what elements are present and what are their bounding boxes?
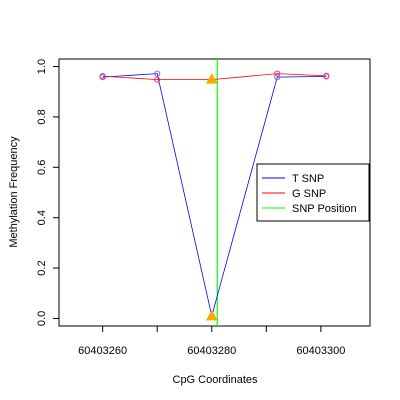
data-point-g-snp (154, 76, 161, 83)
snp-triangle-marker (205, 309, 218, 321)
x-tick-label: 60403280 (187, 345, 236, 357)
data-point-g-snp (323, 72, 330, 79)
data-point-g-snp (99, 73, 106, 80)
x-axis-title: CpG Coordinates (173, 374, 258, 386)
y-axis-title: Methylation Frequency (8, 136, 20, 248)
marker-layer (99, 70, 330, 321)
x-tick-label: 60403300 (296, 345, 345, 357)
y-tick-label: 0.2 (36, 260, 48, 275)
y-tick-label: 1.0 (36, 59, 48, 74)
data-point-t-snp (274, 74, 281, 81)
legend-label-g-snp: G SNP (292, 188, 326, 200)
legend-label-t-snp: T SNP (292, 173, 324, 185)
plot-frame (58, 58, 371, 327)
data-point-g-snp (274, 70, 281, 77)
y-tick-label: 0.0 (36, 311, 48, 326)
snp-triangle-marker (205, 73, 218, 84)
data-point-t-snp (154, 70, 161, 77)
axis-layer: 60403260 60403280 60403300 0.0 0.2 0.4 0.6 0.8 1… (36, 59, 345, 357)
legend-label-snp-position: SNP Position (292, 203, 357, 215)
x-tick-label: 60403260 (78, 345, 127, 357)
y-tick-label: 0.4 (36, 210, 48, 225)
y-tick-label: 0.6 (36, 160, 48, 175)
legend: T SNP G SNP SNP Position (256, 163, 370, 222)
y-tick-label: 0.8 (36, 109, 48, 124)
